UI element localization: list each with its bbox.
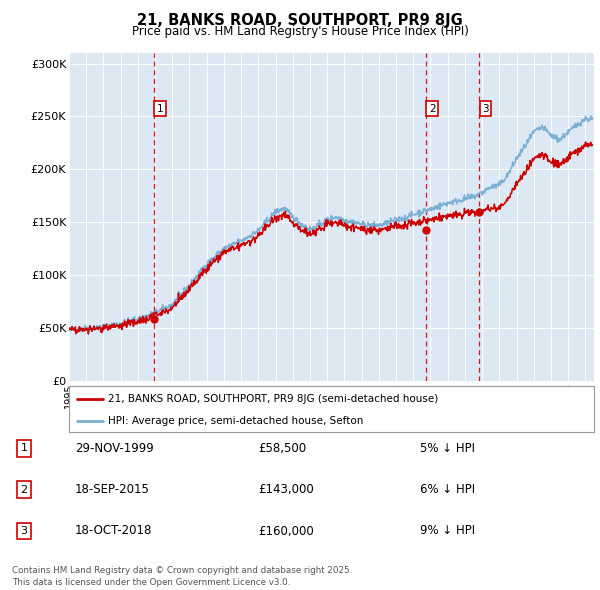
Text: £143,000: £143,000 [258, 483, 314, 496]
Text: 18-SEP-2015: 18-SEP-2015 [75, 483, 150, 496]
Text: £58,500: £58,500 [258, 442, 306, 455]
Text: 2: 2 [429, 104, 436, 114]
Text: £160,000: £160,000 [258, 525, 314, 537]
Text: 18-OCT-2018: 18-OCT-2018 [75, 525, 152, 537]
Text: 29-NOV-1999: 29-NOV-1999 [75, 442, 154, 455]
Text: 1: 1 [20, 444, 28, 453]
Text: 3: 3 [482, 104, 489, 114]
Text: 6% ↓ HPI: 6% ↓ HPI [420, 483, 475, 496]
Text: 21, BANKS ROAD, SOUTHPORT, PR9 8JG (semi-detached house): 21, BANKS ROAD, SOUTHPORT, PR9 8JG (semi… [109, 394, 439, 404]
Text: 9% ↓ HPI: 9% ↓ HPI [420, 525, 475, 537]
Text: HPI: Average price, semi-detached house, Sefton: HPI: Average price, semi-detached house,… [109, 415, 364, 425]
Text: 21, BANKS ROAD, SOUTHPORT, PR9 8JG: 21, BANKS ROAD, SOUTHPORT, PR9 8JG [137, 13, 463, 28]
Text: 5% ↓ HPI: 5% ↓ HPI [420, 442, 475, 455]
Text: Contains HM Land Registry data © Crown copyright and database right 2025.
This d: Contains HM Land Registry data © Crown c… [12, 566, 352, 587]
Text: 3: 3 [20, 526, 28, 536]
Text: 2: 2 [20, 485, 28, 494]
Text: 1: 1 [157, 104, 164, 114]
Text: Price paid vs. HM Land Registry's House Price Index (HPI): Price paid vs. HM Land Registry's House … [131, 25, 469, 38]
